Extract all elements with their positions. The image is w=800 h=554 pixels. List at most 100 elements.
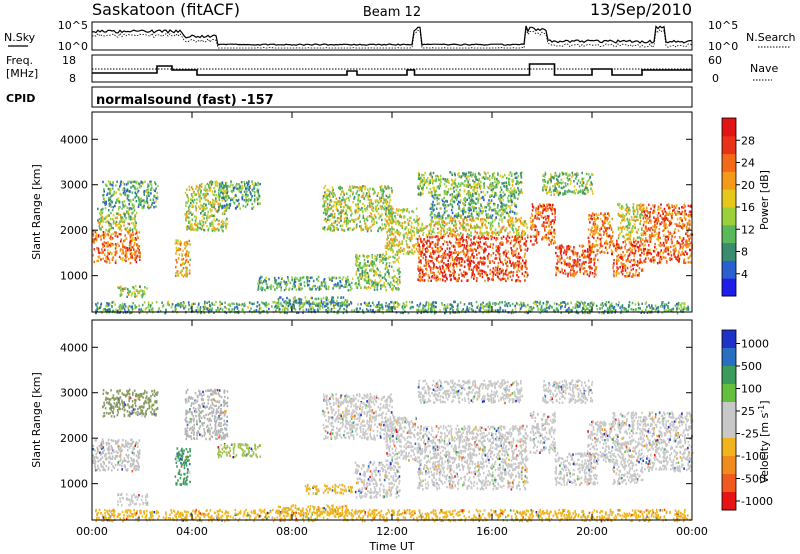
range-cell-0-0 <box>134 251 137 254</box>
range-cell-0-10 <box>355 264 358 267</box>
range-cell-0-18 <box>586 248 589 251</box>
range-cell-0-12 <box>473 255 475 258</box>
range-cell-0-5 <box>221 182 223 186</box>
range-cell-0-14 <box>454 178 457 181</box>
range-cell-0-7 <box>295 301 297 304</box>
range-cell-0-2 <box>134 191 137 194</box>
range-cell-0-10 <box>368 281 370 284</box>
range-cell-0-1 <box>135 211 138 215</box>
range-cell-0-11 <box>416 249 419 253</box>
range-cell-0-16 <box>544 215 546 218</box>
range-cell-0-15 <box>489 207 492 210</box>
range-cell-0-12 <box>472 270 474 273</box>
range-cell-0-2 <box>140 197 143 200</box>
range-cell-0-15 <box>463 210 465 213</box>
range-cell-0-0 <box>107 241 109 244</box>
range-cell-0-12 <box>465 247 467 250</box>
range-cell-0-13 <box>448 227 451 230</box>
range-cell-0-12 <box>422 248 424 251</box>
range-cell-0-2 <box>155 200 157 203</box>
range-cell-0-15 <box>464 198 467 201</box>
range-cell-0-13 <box>489 224 492 227</box>
range-cell-0-5 <box>207 199 209 203</box>
range-cell-0-2 <box>140 203 142 207</box>
range-cell-0-18 <box>593 275 596 278</box>
range-cell-0-16 <box>534 214 537 218</box>
range-cell-0-0 <box>124 254 127 257</box>
range-cell-0-6 <box>229 204 231 207</box>
n-search-trace <box>91 28 693 49</box>
range-cell-0-14 <box>491 182 494 185</box>
range-cell-0-11 <box>410 221 413 225</box>
range-cell-0-12 <box>484 271 486 274</box>
range-cell-0-12 <box>418 279 421 282</box>
range-cell-0-14 <box>500 188 503 192</box>
range-cell-0-0 <box>104 260 106 263</box>
range-cell-0-16 <box>543 208 545 211</box>
range-cell-0-5 <box>222 223 224 226</box>
range-cell-0-9 <box>338 221 340 224</box>
range-cell-0-13 <box>452 229 455 233</box>
range-cell-0-13 <box>483 218 485 221</box>
range-cell-0-16 <box>534 228 536 232</box>
range-cell-0-9 <box>323 204 326 208</box>
range-cell-0-17 <box>582 181 585 184</box>
range-cell-0-13 <box>509 225 511 228</box>
range-cell-0-12 <box>505 270 507 273</box>
range-cell-0-17 <box>584 192 587 196</box>
range-cell-0-15 <box>475 197 478 201</box>
range-cell-0-11 <box>416 220 418 223</box>
range-cell-0-14 <box>431 182 434 185</box>
range-cell-0-9 <box>336 202 338 205</box>
range-cell-0-15 <box>472 216 474 219</box>
range-cell-0-13 <box>484 218 486 222</box>
range-cell-0-1 <box>109 228 112 231</box>
range-cell-0-12 <box>471 273 473 277</box>
range-cell-0-14 <box>435 178 437 181</box>
range-cell-0-12 <box>505 279 507 283</box>
range-cell-0-12 <box>518 260 521 263</box>
range-cell-0-5 <box>225 207 227 210</box>
range-cell-0-6 <box>251 207 254 210</box>
range-cell-0-17 <box>557 179 559 182</box>
range-cell-0-12 <box>500 241 502 244</box>
range-cell-0-17 <box>591 173 593 176</box>
range-cell-0-9 <box>369 198 371 202</box>
range-cell-0-9 <box>377 201 380 204</box>
range-cell-0-12 <box>461 243 464 247</box>
range-cell-0-15 <box>515 205 518 208</box>
range-cell-0-5 <box>223 211 226 214</box>
range-cell-0-18 <box>572 250 574 253</box>
beam-title: Beam 12 <box>363 5 421 20</box>
range-cell-0-9 <box>363 197 365 201</box>
range-cell-0-9 <box>369 205 372 208</box>
range-cell-0-17 <box>558 174 561 178</box>
range-cell-0-3 <box>122 287 124 291</box>
range-cell-0-9 <box>359 225 361 228</box>
range-cell-0-3 <box>119 285 122 288</box>
range-cell-0-12 <box>432 250 435 253</box>
range-cell-0-15 <box>493 195 495 198</box>
range-cell-0-12 <box>419 251 422 254</box>
range-cell-0-15 <box>436 202 439 205</box>
range-cell-0-12 <box>520 256 523 260</box>
range-cell-0-6 <box>258 196 261 199</box>
range-cell-0-12 <box>451 234 453 238</box>
range-cell-0-13 <box>443 224 446 228</box>
range-cell-0-5 <box>212 203 214 206</box>
range-cell-0-12 <box>426 250 429 253</box>
range-cell-0-5 <box>198 195 200 199</box>
range-cell-0-4 <box>177 239 179 242</box>
range-cell-0-12 <box>495 246 498 249</box>
range-cell-0-16 <box>531 243 534 246</box>
range-cell-0-6 <box>241 198 244 201</box>
range-cell-0-12 <box>504 272 507 276</box>
range-cell-0-0 <box>94 231 97 234</box>
range-cell-0-12 <box>513 250 515 253</box>
range-cell-0-12 <box>526 249 528 252</box>
range-cell-0-15 <box>467 206 470 210</box>
range-cell-0-11 <box>397 244 400 248</box>
range-cell-0-0 <box>120 238 123 241</box>
range-cell-0-15 <box>438 197 440 200</box>
range-cell-0-16 <box>553 236 555 239</box>
